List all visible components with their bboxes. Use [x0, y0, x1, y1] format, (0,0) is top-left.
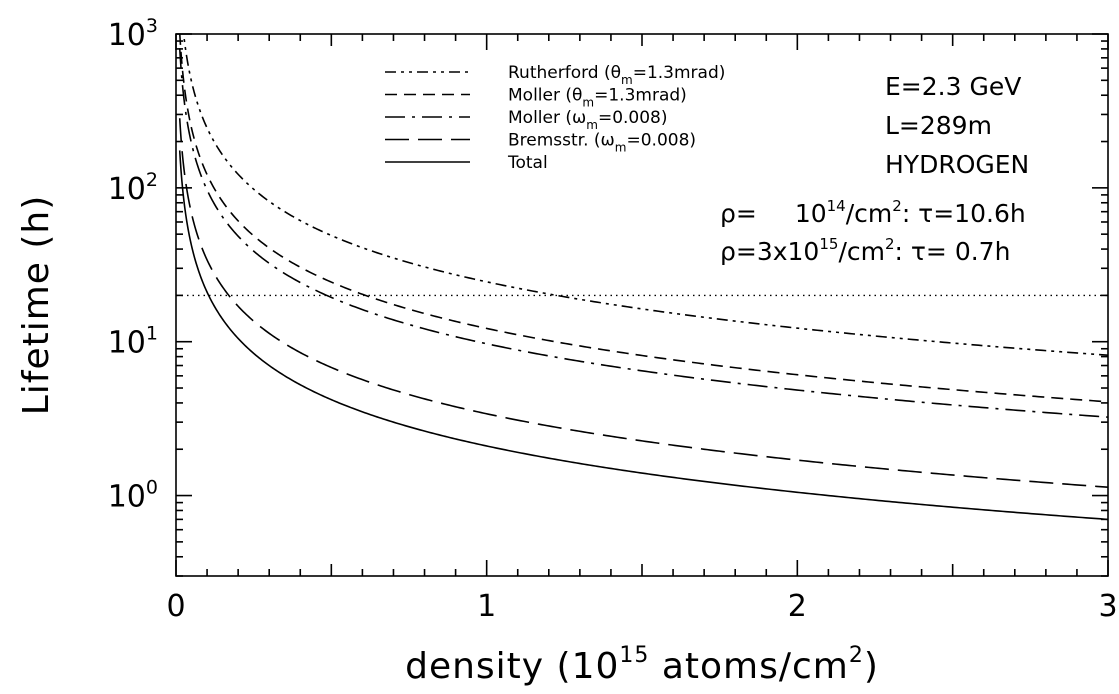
- series-line-4: [178, 118, 1108, 488]
- row1-density-exponent: 14: [827, 197, 846, 215]
- x-axis-title: density (1015 atoms/cm2): [405, 643, 879, 687]
- x-tick-label: 3: [1098, 589, 1117, 624]
- row2-density-base: 10: [788, 237, 820, 266]
- row2-unit-exponent: 2: [885, 235, 895, 253]
- curves-layer: [176, 34, 1108, 521]
- density-row-2: ρ=3x1015/cm2: τ= 0.7h: [720, 235, 1010, 266]
- x-tick-label: 1: [477, 589, 496, 624]
- row1-density-base: 10: [795, 199, 827, 228]
- legend-label-4: Bremsstr. (ωm=0.008): [508, 131, 696, 155]
- length-annotation: L=289m: [885, 111, 992, 140]
- series-line-3: [178, 48, 1108, 418]
- row1-unit: /cm: [846, 199, 893, 228]
- annotation-block: E=2.3 GeV L=289m HYDROGEN ρ= 1014/cm2: τ=…: [720, 72, 1029, 266]
- y-tick-label: 100: [108, 477, 158, 515]
- row2-tau: : τ= 0.7h: [895, 237, 1011, 266]
- y-tick-label: 102: [108, 169, 158, 207]
- x-tick-label: 2: [788, 589, 807, 624]
- legend-label-5: Total: [507, 153, 548, 173]
- y-tick-label: 103: [108, 15, 158, 53]
- row1-unit-exponent: 2: [892, 197, 902, 215]
- legend-label-3: Moller (ωm=0.008): [508, 108, 668, 132]
- gas-annotation: HYDROGEN: [885, 150, 1029, 179]
- x-tick-label: 0: [166, 589, 185, 624]
- series-line-2: [178, 34, 1108, 403]
- row2-unit: /cm: [838, 237, 885, 266]
- legend: Rutherford (θm=1.3mrad)Moller (θm=1.3mra…: [385, 63, 725, 173]
- legend-label-1: Rutherford (θm=1.3mrad): [508, 63, 725, 87]
- y-tick-label: 101: [108, 323, 158, 361]
- y-axis-title: Lifetime (h): [16, 195, 57, 416]
- row1-tau: : τ=10.6h: [902, 199, 1026, 228]
- row2-rho: ρ=3x: [720, 237, 788, 266]
- row2-density-exponent: 15: [819, 235, 838, 253]
- energy-annotation: E=2.3 GeV: [885, 72, 1021, 101]
- legend-label-2: Moller (θm=1.3mrad): [508, 86, 687, 110]
- series-line-5: [178, 150, 1108, 521]
- row1-rho: ρ=: [720, 199, 757, 228]
- density-row-1: ρ= 1014/cm2: τ=10.6h: [720, 197, 1026, 228]
